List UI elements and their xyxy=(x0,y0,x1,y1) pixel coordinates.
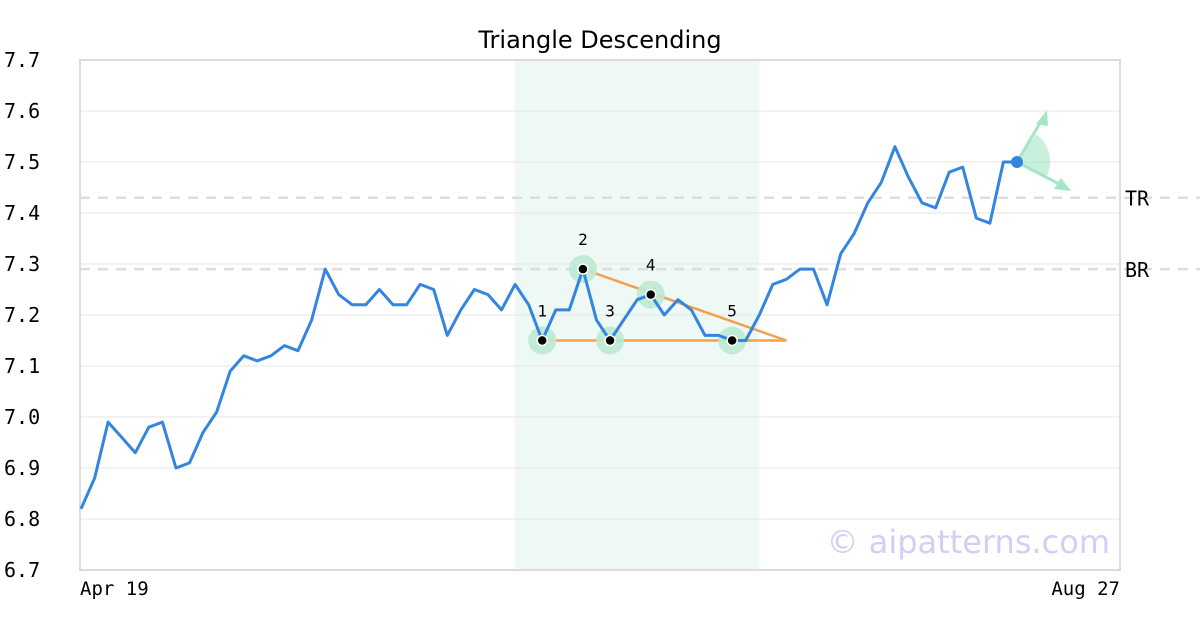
arrow-up-head xyxy=(1036,110,1048,126)
y-tick-label: 7.0 xyxy=(4,405,40,429)
price-series xyxy=(79,145,1017,510)
x-tick-label: Aug 27 xyxy=(1051,578,1120,600)
y-tick-label: 6.9 xyxy=(4,456,40,480)
level-lines: TR BR xyxy=(80,187,1200,282)
y-tick-label: 7.2 xyxy=(4,303,40,327)
y-tick-label: 7.1 xyxy=(4,354,40,378)
pattern-point xyxy=(644,288,657,301)
pattern-point xyxy=(726,334,738,347)
series-line xyxy=(79,145,1017,510)
pattern-point xyxy=(604,334,616,347)
x-axis-ticks: Apr 19 Aug 27 xyxy=(80,578,1120,600)
y-tick-label: 6.7 xyxy=(4,558,40,582)
pattern-point xyxy=(577,263,589,275)
pattern-point-label: 5 xyxy=(727,302,737,321)
y-axis-ticks: 6.7 6.8 6.9 7.0 7.1 7.2 7.3 7.4 7.5 7.6 7.7 xyxy=(4,48,40,582)
pattern-point xyxy=(536,334,548,347)
level-label-tr: TR xyxy=(1125,187,1150,211)
y-tick-label: 7.4 xyxy=(4,201,40,225)
y-tick-label: 7.5 xyxy=(4,150,40,174)
y-tick-label: 6.8 xyxy=(4,507,40,531)
x-tick-label: Apr 19 xyxy=(80,578,149,600)
pattern-point-label: 1 xyxy=(537,302,547,321)
y-tick-label: 7.3 xyxy=(4,252,40,276)
pattern-point-label: 2 xyxy=(578,230,588,249)
pattern-point-label: 4 xyxy=(646,256,656,275)
plot-frame xyxy=(79,59,1121,571)
arrow-down-head xyxy=(1054,178,1071,191)
chart-title: Triangle Descending xyxy=(477,26,721,54)
projection-arrows xyxy=(1011,110,1071,191)
y-tick-label: 7.7 xyxy=(4,48,40,72)
y-tick-label: 7.6 xyxy=(4,99,40,123)
pattern-points: 1 2 3 4 5 xyxy=(536,230,738,347)
level-label-br: BR xyxy=(1125,258,1150,282)
arrow-up xyxy=(1015,117,1045,163)
last-price-point xyxy=(1011,156,1023,168)
arrow-down xyxy=(1016,160,1064,188)
pattern-point-label: 3 xyxy=(605,302,615,321)
watermark: © aipatterns.com xyxy=(827,523,1110,561)
